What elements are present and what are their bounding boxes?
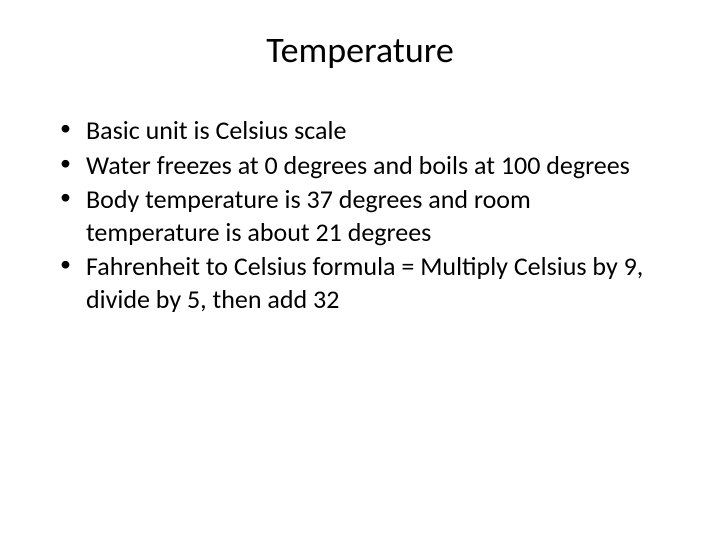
slide-container: Temperature Basic unit is Celsius scale … (0, 0, 720, 540)
bullet-list: Basic unit is Celsius scale Water freeze… (50, 114, 670, 315)
bullet-item: Water freezes at 0 degrees and boils at … (58, 149, 670, 182)
slide-title: Temperature (50, 28, 670, 72)
bullet-item: Basic unit is Celsius scale (58, 114, 670, 147)
bullet-item: Body temperature is 37 degrees and room … (58, 183, 670, 248)
bullet-item: Fahrenheit to Celsius formula = Multiply… (58, 250, 670, 315)
